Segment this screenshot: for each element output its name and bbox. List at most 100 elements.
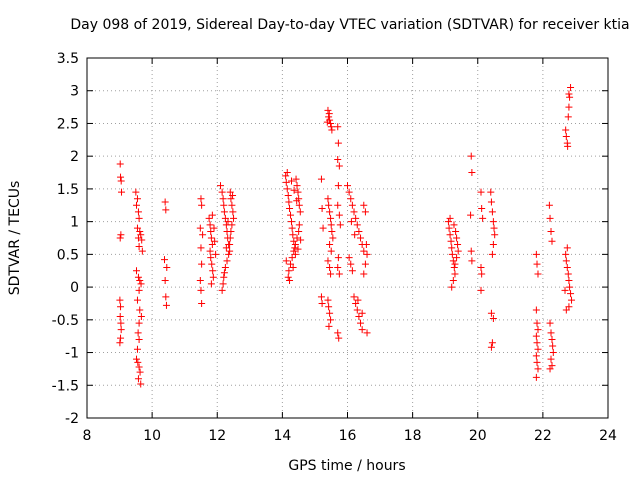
data-point <box>327 214 335 222</box>
data-point <box>353 306 361 314</box>
data-point <box>137 380 145 388</box>
data-point <box>562 306 570 314</box>
data-point <box>208 211 216 219</box>
data-point <box>225 250 233 258</box>
data-point <box>548 237 556 245</box>
data-point <box>454 247 462 255</box>
data-point <box>323 118 331 126</box>
data-point <box>489 218 497 226</box>
data-point <box>532 352 540 360</box>
data-point <box>287 211 295 219</box>
y-tick-label: -2 <box>65 411 79 427</box>
data-point <box>135 319 143 327</box>
data-point <box>212 250 220 258</box>
data-point <box>446 231 454 239</box>
data-point <box>357 234 365 242</box>
data-point <box>487 343 495 351</box>
data-point <box>295 201 303 209</box>
data-point <box>533 260 541 268</box>
data-point <box>360 201 368 209</box>
data-point <box>565 277 573 285</box>
data-point <box>336 221 344 229</box>
data-point <box>117 177 125 185</box>
y-tick-labels: -2 -1.5 -1 -0.5 0 0.5 1 1.5 2 2.5 3 3.5 <box>52 51 79 427</box>
data-point <box>294 245 302 253</box>
data-point <box>229 191 237 199</box>
chart-title: Day 098 of 2019, Sidereal Day-to-day VTE… <box>70 17 629 33</box>
data-point <box>328 227 336 235</box>
data-point <box>532 373 540 381</box>
data-point <box>358 326 366 334</box>
data-point <box>547 329 555 337</box>
data-point <box>297 236 305 244</box>
data-point <box>334 182 342 190</box>
data-point <box>350 208 358 216</box>
data-point <box>549 342 557 350</box>
data-point <box>344 182 351 190</box>
axis-ticks <box>86 57 609 419</box>
data-point <box>353 221 361 229</box>
data-point <box>132 267 140 275</box>
data-point <box>327 247 335 255</box>
data-point <box>534 270 542 278</box>
data-point <box>138 236 146 244</box>
data-point <box>287 218 295 226</box>
data-point <box>284 273 292 281</box>
data-point <box>160 256 168 264</box>
data-point <box>327 221 335 229</box>
data-point <box>547 355 555 363</box>
data-point <box>117 173 125 181</box>
data-point <box>488 250 496 258</box>
data-point <box>565 103 573 111</box>
data-point <box>117 231 125 239</box>
x-tick-label: 12 <box>208 428 226 444</box>
data-point <box>532 250 540 258</box>
data-point <box>207 280 215 288</box>
y-tick-label: 1 <box>70 215 79 231</box>
data-point <box>565 90 573 98</box>
data-point <box>361 260 369 268</box>
data-point <box>347 218 355 226</box>
data-point <box>288 224 296 232</box>
data-point <box>199 231 207 239</box>
data-point <box>163 263 171 271</box>
data-point <box>288 254 296 262</box>
data-point <box>117 319 125 327</box>
data-point <box>325 110 333 118</box>
data-point <box>132 355 140 363</box>
data-point <box>289 231 297 239</box>
data-point <box>361 208 369 216</box>
data-point <box>197 286 205 294</box>
data-point <box>363 329 371 337</box>
data-point <box>221 263 229 271</box>
data-point <box>450 221 458 229</box>
data-point <box>467 152 475 160</box>
data-point <box>534 365 542 373</box>
data-point <box>327 316 335 324</box>
x-tick-label: 20 <box>469 428 487 444</box>
data-point <box>327 123 335 131</box>
data-point <box>478 270 486 278</box>
data-point <box>198 260 206 268</box>
data-point <box>488 208 496 216</box>
data-point <box>324 195 332 203</box>
x-tick-labels: 8 10 12 14 16 18 20 22 24 <box>83 428 617 444</box>
data-point <box>362 241 370 249</box>
data-point <box>220 273 228 281</box>
data-point <box>468 257 476 265</box>
data-point <box>117 334 125 342</box>
data-point <box>132 201 140 209</box>
data-point <box>334 254 342 262</box>
data-point <box>451 260 459 268</box>
data-point <box>223 257 231 265</box>
data-point <box>549 349 557 357</box>
data-point <box>334 123 342 131</box>
data-point <box>335 334 343 342</box>
data-point <box>116 339 124 347</box>
data-point <box>208 260 216 268</box>
data-point <box>533 339 541 347</box>
data-point <box>293 197 301 205</box>
x-tick-label: 10 <box>143 428 161 444</box>
data-point <box>449 257 457 265</box>
data-point <box>449 277 457 285</box>
